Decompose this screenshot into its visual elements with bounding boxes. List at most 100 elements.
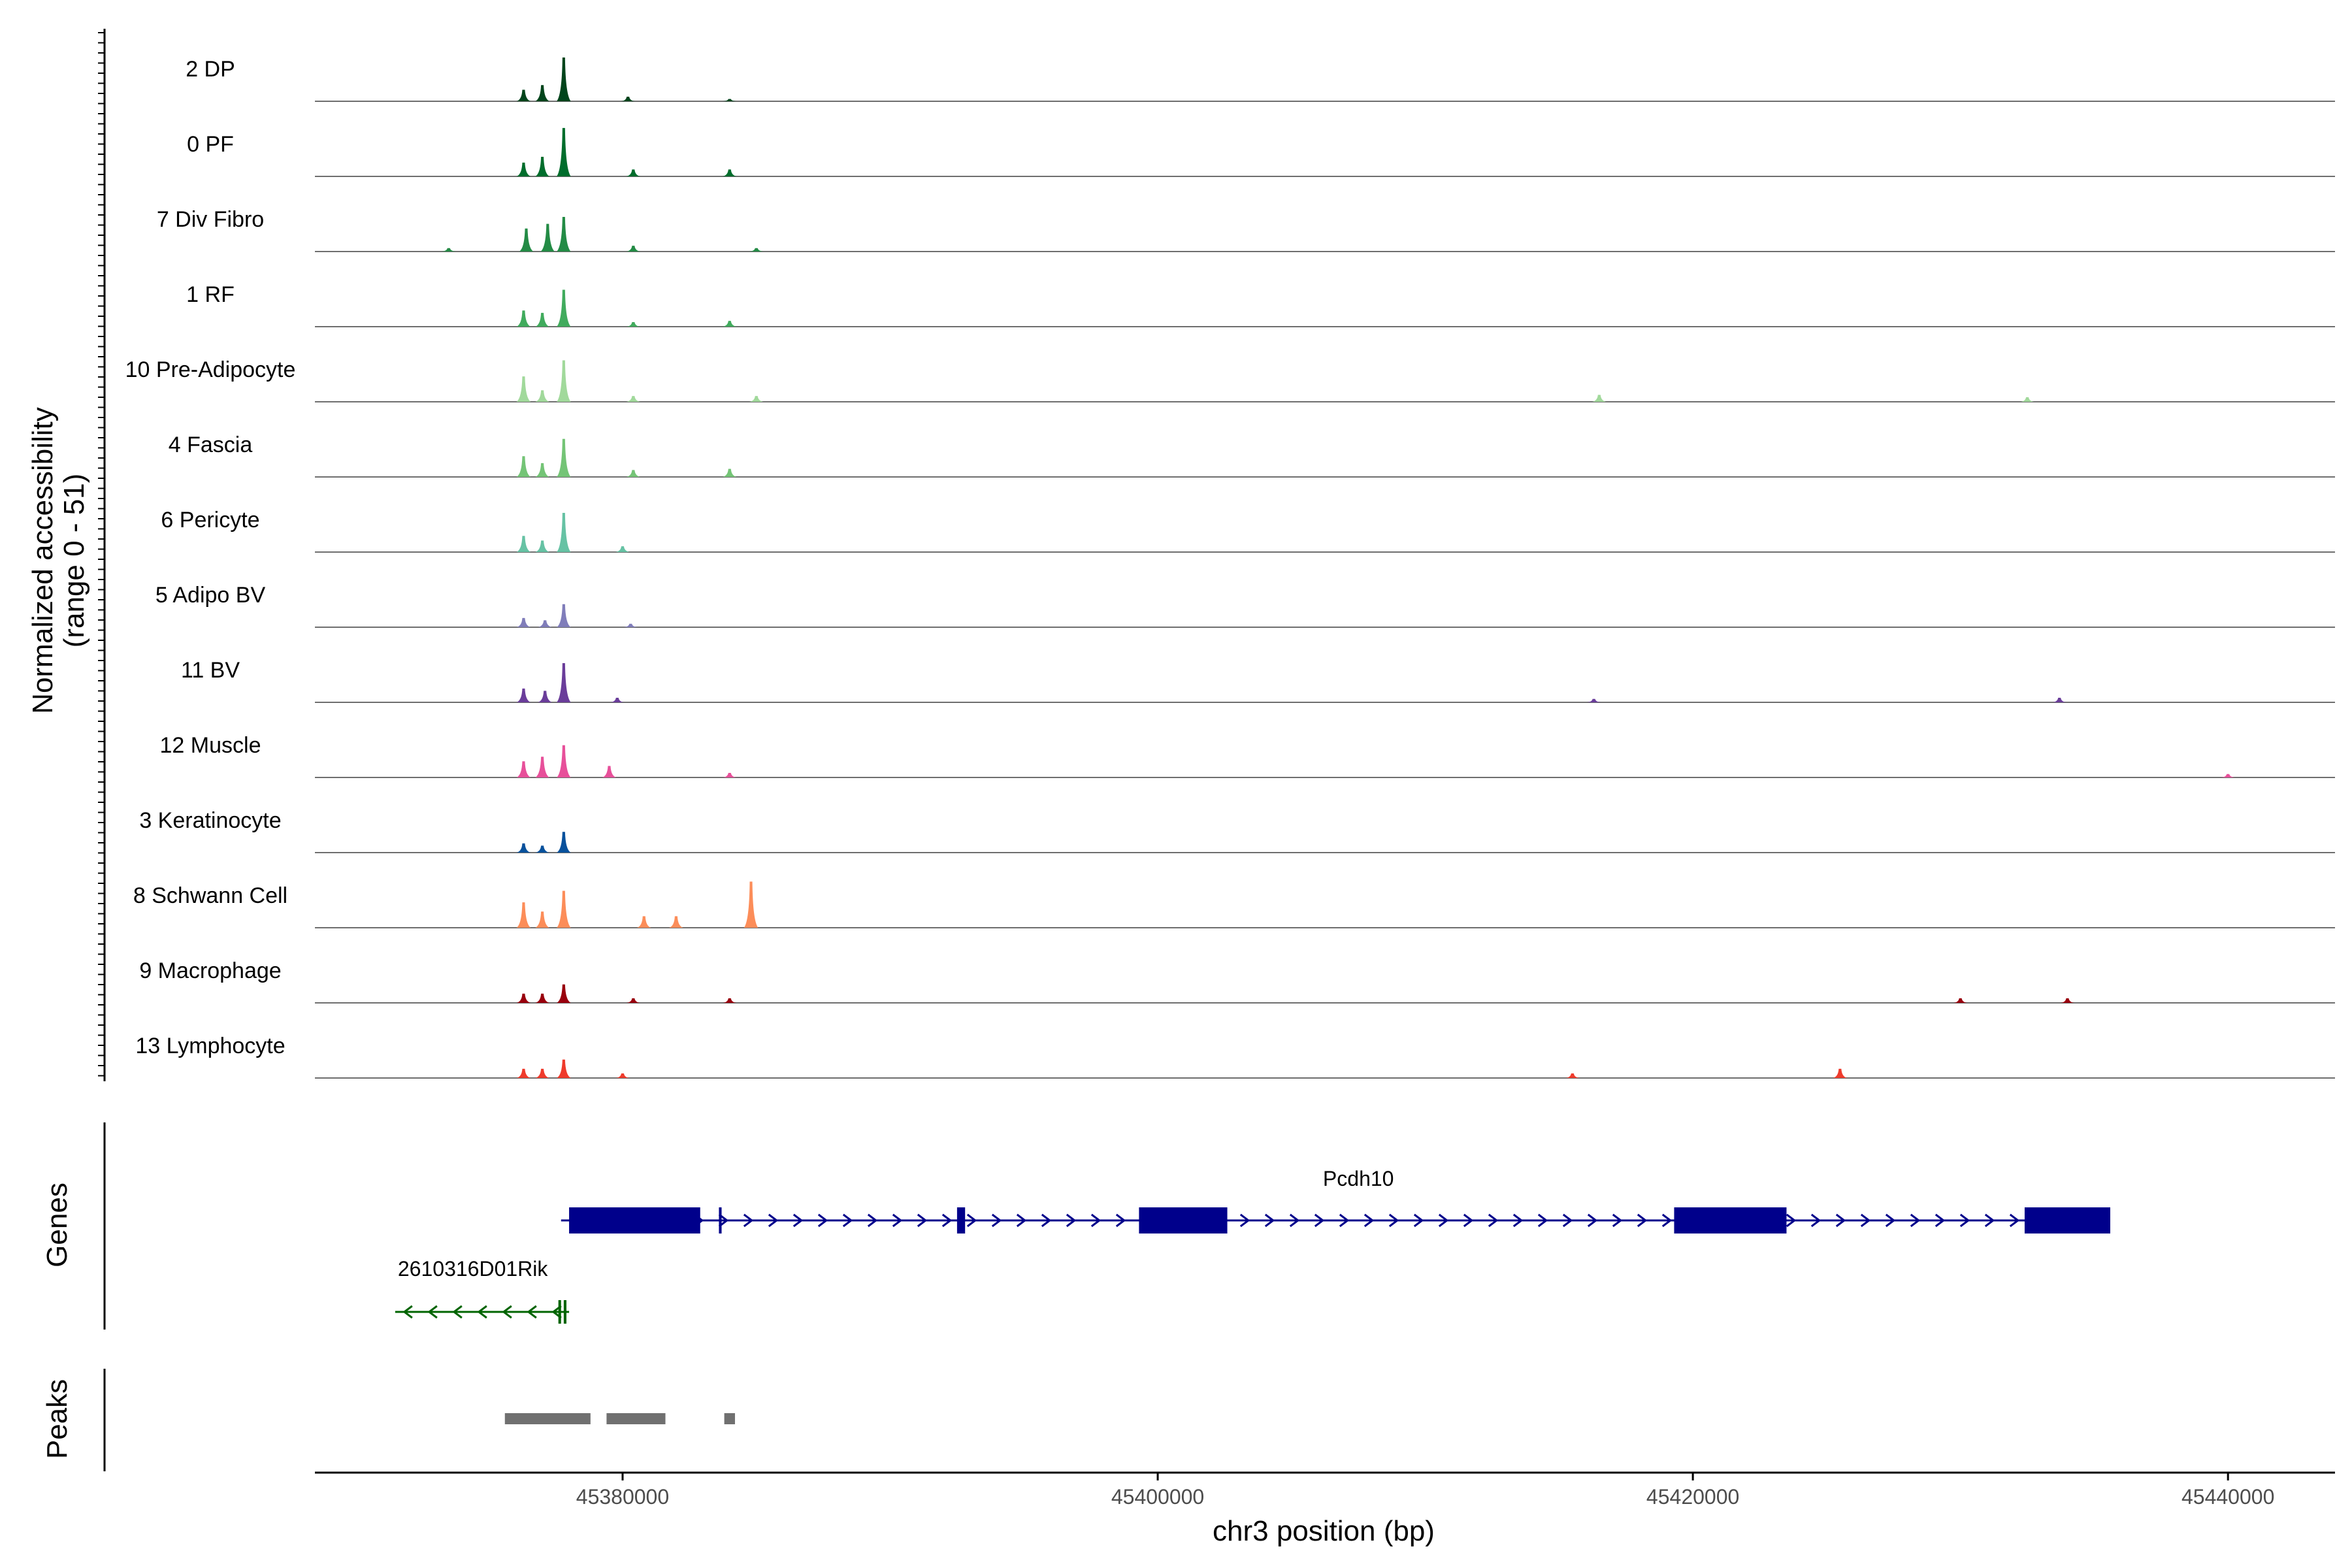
coverage-peak [516, 90, 531, 101]
strand-chevron [1612, 1213, 1623, 1228]
track-4: 1 RF [186, 282, 2335, 327]
coverage-peak [1592, 395, 1607, 402]
strand-chevron [1512, 1213, 1524, 1228]
coverage-peak [535, 911, 549, 928]
coverage-peak [722, 321, 737, 327]
coverage-peak [623, 623, 638, 627]
coverage-peak [749, 396, 764, 402]
coverage-peak [722, 99, 737, 101]
coverage-peak [516, 456, 531, 477]
track-area: 2 DP 0 PF 7 Div Fibro 1 RF 10 Pre-Adipocyte 4… [125, 57, 2335, 1079]
track-8: 5 Adipo BV [155, 583, 2335, 628]
strand-chevron [817, 1213, 828, 1228]
exon [719, 1207, 722, 1233]
exon [1674, 1207, 1787, 1233]
coverage-peak [516, 1068, 531, 1078]
strand-chevron [743, 1213, 754, 1228]
coverage-peak [626, 470, 641, 477]
track-label: 4 Fascia [169, 433, 253, 457]
coverage-peak [535, 157, 549, 176]
strand-chevron [1637, 1213, 1648, 1228]
exon [569, 1207, 700, 1233]
strand-chevron [1090, 1213, 1102, 1228]
track-6: 4 Fascia [169, 433, 2335, 478]
strand-chevron [1066, 1213, 1077, 1228]
strand-chevron [1364, 1213, 1375, 1228]
x-tick-label: 45420000 [1646, 1485, 1739, 1509]
coverage-peak [557, 217, 571, 252]
track-label: 5 Adipo BV [155, 583, 266, 608]
strand-chevron [1016, 1213, 1027, 1228]
x-axis: 45380000 45400000 45420000 45440000 [315, 1471, 2335, 1509]
coverage-peak [557, 57, 571, 101]
strand-chevron [1984, 1213, 1995, 1228]
coverage-peak [1565, 1073, 1580, 1078]
coverage-peak [722, 772, 737, 777]
coverage-peak [557, 832, 571, 853]
coverage-peak [749, 248, 764, 252]
coverage-peak [557, 289, 571, 327]
exon [563, 1300, 566, 1324]
coverage-peak [535, 845, 549, 853]
strand-chevron [867, 1213, 878, 1228]
strand-chevron [452, 1305, 463, 1319]
coverage-peak [538, 620, 553, 627]
coverage-peak [626, 396, 641, 402]
coverage-peak [626, 321, 641, 327]
track-10: 12 Muscle [160, 733, 2335, 778]
coverage-peak [540, 223, 555, 252]
coverage-peak [516, 310, 531, 327]
track-14: 13 Lymphocyte [135, 1034, 2335, 1079]
strand-chevron [1239, 1213, 1250, 1228]
strand-chevron [1413, 1213, 1424, 1228]
strand-chevron [402, 1305, 413, 1319]
track-label: 1 RF [186, 282, 235, 307]
x-tick-label: 45400000 [1111, 1485, 1204, 1509]
track-label: 8 Schwann Cell [133, 883, 287, 908]
coverage-peak [538, 691, 553, 702]
track-9: 11 BV [181, 658, 2335, 703]
strand-chevron [477, 1305, 487, 1319]
coverage-peak [557, 604, 571, 627]
exon [1139, 1207, 1228, 1233]
coverage-peak [516, 843, 531, 853]
coverage-peak [1586, 698, 1601, 702]
strand-chevron [1885, 1213, 1896, 1228]
strand-chevron [1587, 1213, 1598, 1228]
coverage-peak [516, 162, 531, 176]
strand-chevron [2009, 1213, 2020, 1228]
coverage-peak [626, 169, 641, 176]
peak-region [724, 1413, 735, 1424]
track-11: 3 Keratinocyte [139, 808, 2335, 853]
coverage-peak [535, 312, 549, 327]
strand-chevron [1935, 1213, 1946, 1228]
coverage-peak [669, 916, 683, 928]
track-1: 2 DP [186, 57, 2335, 102]
strand-chevron [1388, 1213, 1399, 1228]
coverage-peak [1953, 998, 1968, 1003]
strand-chevron [768, 1213, 779, 1228]
strand-chevron [1488, 1213, 1499, 1228]
track-label: 3 Keratinocyte [139, 808, 281, 833]
strand-chevron [1959, 1213, 1970, 1228]
gene-2610316D01Rik: 2610316D01Rik [395, 1257, 570, 1324]
coverage-peak [615, 546, 630, 552]
coverage-peak [557, 438, 571, 477]
coverage-peak [2060, 998, 2075, 1003]
strand-chevron [1910, 1213, 1921, 1228]
track-label: 0 PF [187, 132, 234, 157]
track-label: 12 Muscle [160, 733, 261, 758]
coverage-peak [626, 246, 641, 252]
track-label: 7 Div Fibro [157, 207, 264, 232]
coverage-peak [610, 697, 625, 702]
track-label: 9 Macrophage [139, 958, 281, 983]
track-13: 9 Macrophage [139, 958, 2335, 1004]
x-tick-label: 45380000 [576, 1485, 669, 1509]
strand-chevron [1860, 1213, 1871, 1228]
strand-chevron [427, 1305, 438, 1319]
strand-chevron [1786, 1213, 1797, 1228]
coverage-peak [557, 745, 571, 777]
peak-track [103, 1369, 735, 1471]
strand-chevron [1264, 1213, 1275, 1228]
